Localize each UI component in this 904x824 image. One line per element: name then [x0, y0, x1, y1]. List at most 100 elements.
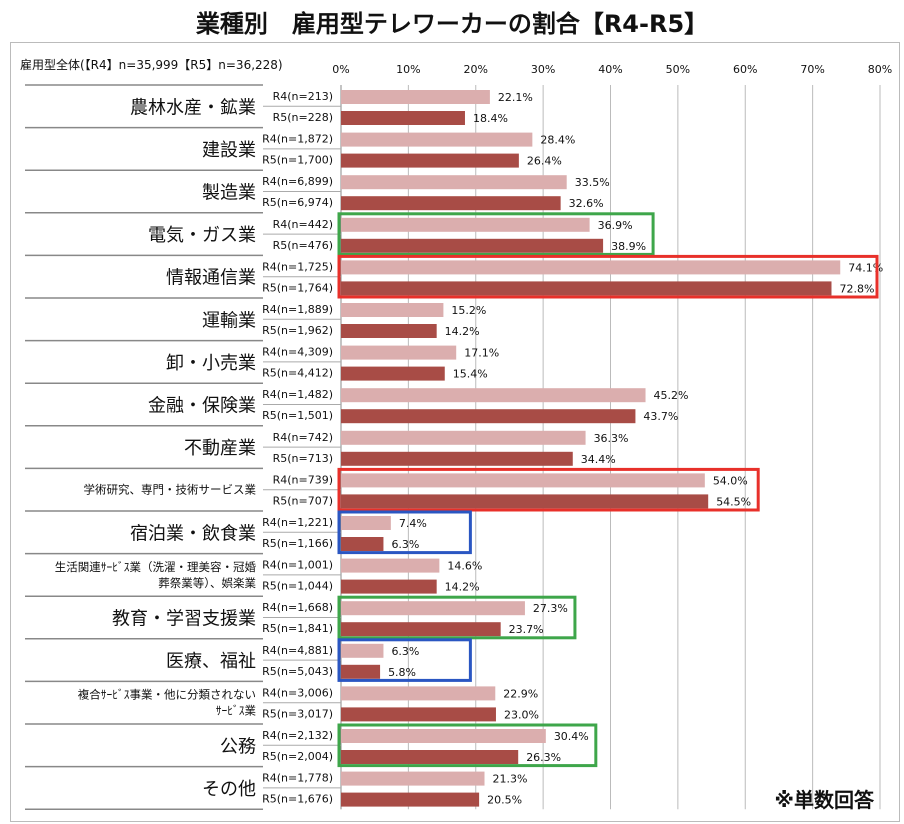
x-tick-label: 50% [666, 63, 690, 76]
category-label: 複合ｻｰﾋﾞｽ事業・他に分類されない [78, 688, 256, 702]
bar-r5 [341, 153, 519, 168]
x-tick-label: 20% [464, 63, 488, 76]
data-label-r5: 23.0% [504, 708, 539, 721]
r5-sample-label: R5(n=1,841) [262, 622, 333, 635]
x-tick-label: 0% [332, 63, 349, 76]
data-label-r5: 38.9% [611, 240, 646, 253]
data-label-r5: 18.4% [473, 112, 508, 125]
r5-sample-label: R5(n=1,962) [262, 324, 333, 337]
r4-sample-label: R4(n=1,482) [262, 388, 333, 401]
bar-r5 [341, 750, 519, 764]
category-label: 葬祭業等）、娯楽業 [158, 576, 256, 590]
r4-sample-label: R4(n=442) [273, 218, 333, 231]
data-label-r5: 26.3% [526, 751, 561, 764]
bar-r4 [341, 686, 496, 701]
data-label-r5: 26.4% [527, 155, 562, 168]
category-label: 不動産業 [184, 438, 256, 459]
bar-r5 [341, 494, 709, 509]
data-label-r4: 7.4% [399, 517, 427, 530]
bar-r4 [341, 430, 586, 445]
highlight-box [337, 510, 472, 555]
data-label-r5: 34.4% [581, 453, 616, 466]
highlight-box [337, 212, 655, 256]
data-label-r4: 33.5% [575, 176, 610, 189]
bar-r5 [341, 111, 465, 125]
category-label: 農林水産・鉱業 [130, 97, 256, 118]
category-label: ｻｰﾋﾞｽ業 [216, 704, 257, 718]
bar-r4 [341, 643, 384, 658]
r5-sample-label: R5(n=476) [273, 239, 333, 252]
bar-r5 [341, 324, 437, 338]
category-label: その他 [202, 779, 256, 800]
x-tick-label: 40% [598, 63, 622, 76]
category-label: 生活関連ｻｰﾋﾞｽ業（洗濯・理美容・冠婚 [55, 560, 257, 574]
highlight-box [337, 723, 598, 768]
x-tick-label: 30% [531, 63, 555, 76]
bar-r4 [341, 90, 490, 104]
data-label-r4: 21.3% [493, 773, 528, 786]
r4-sample-label: R4(n=1,001) [262, 559, 333, 572]
bar-r4 [341, 217, 590, 232]
data-label-r4: 28.4% [540, 134, 575, 147]
highlight-box [337, 595, 577, 640]
data-label-r4: 36.9% [598, 219, 633, 232]
bar-r5 [341, 579, 437, 594]
data-label-r4: 22.1% [498, 91, 533, 104]
category-label: 電気・ガス業 [148, 225, 256, 246]
data-label-r4: 14.6% [447, 560, 482, 573]
r4-sample-label: R4(n=1,221) [262, 516, 333, 529]
r5-sample-label: R5(n=1,044) [262, 580, 333, 593]
r4-sample-label: R4(n=1,725) [262, 260, 333, 273]
bar-r5 [341, 451, 573, 466]
r4-sample-label: R4(n=742) [273, 431, 333, 444]
chart-title: 業種別 雇用型テレワーカーの割合【R4-R5】 [195, 10, 709, 38]
x-tick-label: 70% [800, 63, 824, 76]
data-label-r4: 36.3% [594, 432, 629, 445]
data-label-r5: 54.5% [716, 495, 751, 508]
highlight-box [337, 467, 760, 512]
r5-sample-label: R5(n=1,166) [262, 537, 333, 550]
bar-r4 [341, 601, 525, 616]
r5-sample-label: R5(n=713) [273, 452, 333, 465]
bar-r4 [341, 473, 705, 488]
r4-sample-label: R4(n=1,889) [262, 303, 333, 316]
data-label-r5: 14.2% [445, 325, 480, 338]
chart-note: ※単数回答 [774, 788, 874, 812]
category-label: 建設業 [202, 140, 256, 161]
bar-r5 [341, 409, 636, 424]
r5-sample-label: R5(n=1,700) [262, 154, 333, 167]
category-label: 製造業 [202, 183, 256, 204]
bar-r5 [341, 196, 561, 211]
x-tick-label: 10% [396, 63, 420, 76]
r5-sample-label: R5(n=6,974) [262, 196, 333, 209]
data-label-r5: 23.7% [509, 623, 544, 636]
bar-r4 [341, 558, 440, 573]
bar-r4 [341, 729, 546, 743]
r4-sample-label: R4(n=1,778) [262, 772, 333, 785]
bar-r4 [341, 132, 533, 147]
data-label-r4: 74.1% [848, 261, 883, 274]
r4-sample-label: R4(n=739) [273, 473, 333, 486]
bar-r4 [341, 388, 646, 403]
data-label-r4: 6.3% [391, 645, 419, 658]
r5-sample-label: R5(n=5,043) [262, 665, 333, 678]
data-label-r4: 17.1% [464, 347, 499, 360]
r4-sample-label: R4(n=6,899) [262, 175, 333, 188]
bar-r4 [341, 175, 567, 190]
category-label: 宿泊業・飲食業 [130, 523, 256, 544]
category-label: 教育・学習支援業 [112, 609, 256, 630]
bar-r4 [341, 771, 485, 786]
r5-sample-label: R5(n=3,017) [262, 707, 333, 720]
r4-sample-label: R4(n=4,881) [262, 644, 333, 657]
x-tick-label: 60% [733, 63, 757, 76]
bar-r4 [341, 303, 444, 317]
data-label-r4: 27.3% [533, 602, 568, 615]
category-label: 運輸業 [202, 310, 256, 331]
bar-r5 [341, 622, 501, 637]
data-label-r4: 22.9% [503, 687, 538, 700]
bar-r5 [341, 366, 445, 381]
data-label-r5: 72.8% [839, 282, 874, 295]
chart-frame [10, 42, 900, 822]
